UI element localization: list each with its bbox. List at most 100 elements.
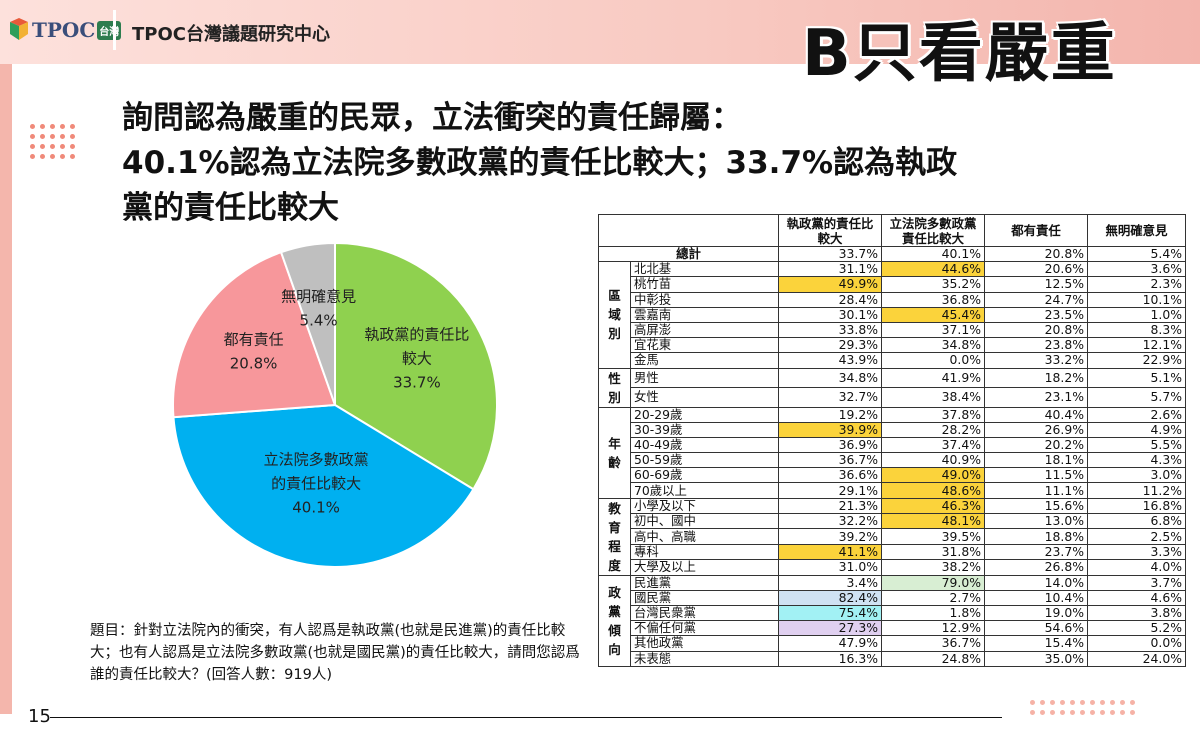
decor-dot xyxy=(40,144,45,149)
table-cell: 39.5% xyxy=(881,528,985,545)
table-cell: 34.8% xyxy=(778,367,882,388)
table-cell: 3.6% xyxy=(1087,261,1186,278)
table-cell: 33.2% xyxy=(984,352,1088,369)
table-cell: 45.4% xyxy=(881,306,985,323)
header-divider xyxy=(113,10,116,50)
table-cell: 54.6% xyxy=(984,620,1088,637)
headline-line-3: 黨的責任比較大 xyxy=(122,190,339,226)
logo-badge: 台灣 xyxy=(97,20,122,40)
group-label-char: 向 xyxy=(608,641,621,657)
group-label-char: 區 xyxy=(608,288,621,304)
table-cell: 35.2% xyxy=(881,276,985,293)
group-label-char: 黨 xyxy=(608,603,621,619)
table-cell: 15.4% xyxy=(984,635,1088,652)
table-row: 40-49歲 36.9% 37.4% 20.2% 5.5% xyxy=(599,436,1186,454)
table-cell: 26.9% xyxy=(984,421,1088,438)
table-cell: 11.2% xyxy=(1087,482,1186,499)
header-corner xyxy=(598,214,779,247)
table-cell: 2.6% xyxy=(1087,406,1186,423)
table-cell: 36.7% xyxy=(778,452,882,469)
table-cell: 22.9% xyxy=(1087,352,1186,369)
pie-slice xyxy=(172,250,337,419)
table-cell: 31.0% xyxy=(778,559,882,576)
table-cell: 35.0% xyxy=(984,650,1088,667)
row-label: 高中、高職 xyxy=(630,528,779,545)
table-cell: 39.9% xyxy=(778,421,882,438)
decor-dot xyxy=(30,134,35,139)
row-label: 大學及以上 xyxy=(630,559,779,576)
pie-chart-svg: 執政黨的責任比較大 33.7% 立法院多數政黨的責任比較大 40.1% 都有責任 20.8… xyxy=(172,241,498,568)
table-row: 大學及以上 31.0% 38.2% 26.8% 4.0% xyxy=(599,559,1186,576)
left-accent-band xyxy=(0,64,12,714)
decor-dot xyxy=(40,134,45,139)
group-label-char: 教 xyxy=(608,500,621,516)
table-cell: 13.0% xyxy=(984,513,1088,530)
footer-rule xyxy=(50,717,1002,718)
slide-stamp: B只看嚴重 xyxy=(802,17,1117,91)
table-cell: 1.0% xyxy=(1087,306,1186,323)
decor-dots-left xyxy=(30,124,75,159)
table-cell: 32.7% xyxy=(778,387,882,408)
table-cell: 38.4% xyxy=(881,387,985,408)
decor-dot xyxy=(1060,700,1065,705)
table-row: 高屏澎 33.8% 37.1% 20.8% 8.3% xyxy=(599,321,1186,339)
decor-dot xyxy=(1100,710,1105,715)
table-cell: 1.8% xyxy=(881,604,985,622)
logo: TPOC 台灣 xyxy=(8,14,122,46)
table-row: 中彰投 28.4% 36.8% 24.7% 10.1% xyxy=(599,291,1186,308)
table-cell: 12.5% xyxy=(984,276,1088,293)
row-label: 未表態 xyxy=(630,650,779,667)
table-cell: 5.7% xyxy=(1087,387,1186,408)
table-row: 金馬 43.9% 0.0% 33.2% 22.9% xyxy=(599,352,1186,369)
pie-category-label: 無明確意見 xyxy=(281,288,356,306)
decor-dot xyxy=(1040,700,1045,705)
question-note: 題目：針對立法院內的衝突，有人認爲是執政黨(也就是民進黨)的責任比較大；也有人認… xyxy=(90,623,580,683)
table-cell: 10.1% xyxy=(1087,291,1186,308)
decor-dot xyxy=(1070,700,1075,705)
table-cell: 12.1% xyxy=(1087,337,1186,354)
group-label: 區域別 xyxy=(598,261,631,369)
row-label: 小學及以下 xyxy=(630,497,779,515)
table-cell: 43.9% xyxy=(778,352,882,369)
pie-category-label: 立法院多數政黨 xyxy=(264,450,369,468)
decor-dot xyxy=(30,124,35,129)
table-cell: 24.7% xyxy=(984,291,1088,308)
headline-line-1: 詢問認為嚴重的民眾，立法衝突的責任歸屬： xyxy=(122,100,742,136)
group-label: 政黨傾向 xyxy=(598,574,631,667)
table-row-total: 總計 33.7% 40.1% 20.8% 5.4% xyxy=(598,245,1186,263)
row-label: 女性 xyxy=(630,387,779,408)
table-cell: 10.4% xyxy=(984,589,1088,607)
group-label: 教育程度 xyxy=(598,497,631,576)
table-cell: 79.0% xyxy=(881,574,985,591)
col-header: 執政黨的責任比較大 xyxy=(778,214,882,247)
table-cell: 38.2% xyxy=(881,559,985,576)
decor-dot xyxy=(1050,700,1055,705)
table-row: 專科 41.1% 31.8% 23.7% 3.3% xyxy=(599,543,1186,561)
row-label: 台灣民衆黨 xyxy=(630,604,779,622)
decor-dot xyxy=(1030,700,1035,705)
table-cell: 41.1% xyxy=(778,543,882,561)
decor-dot xyxy=(1080,710,1085,715)
decor-dot xyxy=(1120,700,1125,705)
row-label: 不偏任何黨 xyxy=(630,620,779,637)
decor-dot xyxy=(50,144,55,149)
decor-dot xyxy=(1120,710,1125,715)
table-cell: 18.1% xyxy=(984,452,1088,469)
group-label-char: 育 xyxy=(608,519,621,535)
table-cell: 19.0% xyxy=(984,604,1088,622)
pie-category-label: 較大 xyxy=(402,349,432,367)
pie-value-label: 20.8% xyxy=(230,354,278,372)
row-label: 桃竹苗 xyxy=(630,276,779,293)
row-label: 60-69歲 xyxy=(630,467,779,484)
table-cell: 23.7% xyxy=(984,543,1088,561)
headline-line-2: 40.1%認為立法院多數政黨的責任比較大；33.7%認為執政 xyxy=(122,145,958,181)
table-row: 雲嘉南 30.1% 45.4% 23.5% 1.0% xyxy=(599,306,1186,323)
table-header-row: 執政黨的責任比較大 立法院多數政黨責任比較大 都有責任 無明確意見 xyxy=(598,214,1186,247)
slide-headline: 詢問認為嚴重的民眾，立法衝突的責任歸屬： 40.1%認為立法院多數政黨的責任比較… xyxy=(122,96,1162,231)
row-label: 雲嘉南 xyxy=(630,306,779,323)
decor-dot xyxy=(1050,710,1055,715)
table-row: 50-59歲 36.7% 40.9% 18.1% 4.3% xyxy=(599,452,1186,469)
table-cell: 20.2% xyxy=(984,436,1088,454)
logo-text: TPOC xyxy=(32,18,96,42)
decor-dot xyxy=(1070,710,1075,715)
